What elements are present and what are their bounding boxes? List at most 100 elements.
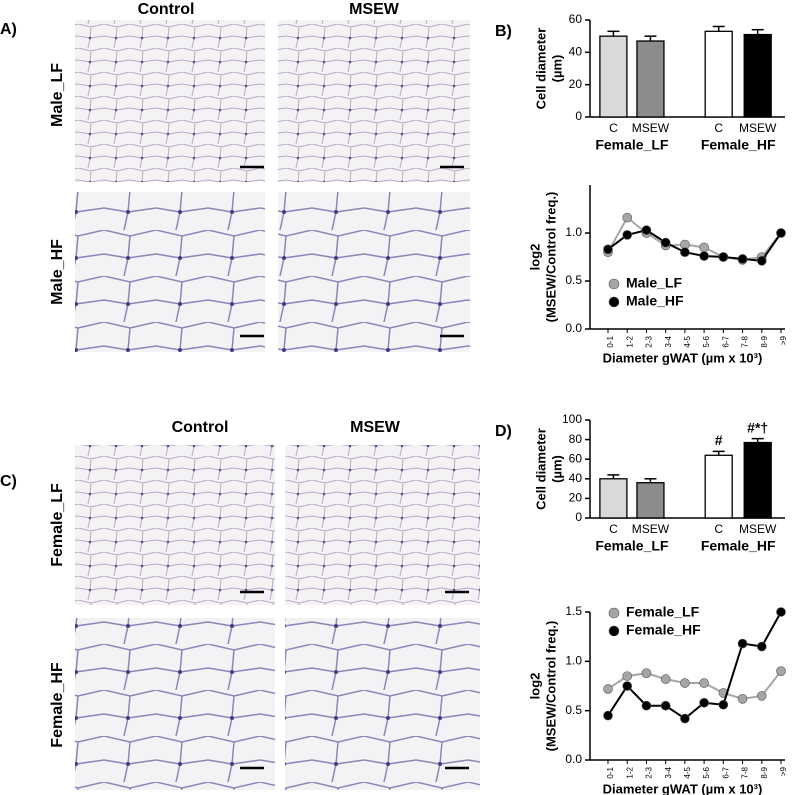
y-tick-label: 100 (562, 412, 582, 426)
y-axis-label: Cell diameter (533, 428, 548, 510)
y-tick-label: 20 (569, 491, 583, 505)
point (737, 254, 748, 264)
legend-marker (608, 296, 620, 308)
point (680, 678, 690, 688)
y-tick-label: 20 (569, 77, 583, 91)
x-tick-label: 2-3 (645, 335, 654, 347)
point (680, 713, 690, 724)
bar (743, 441, 772, 519)
point (603, 710, 613, 721)
y-axis-label: log2 (527, 244, 542, 271)
y-tick-label: 0 (575, 109, 582, 123)
x-tick-label: MSEW (739, 522, 777, 536)
y-tick-label: 60 (569, 12, 583, 26)
point (603, 684, 613, 694)
bar (704, 30, 733, 118)
micrograph (278, 20, 470, 182)
point (622, 681, 633, 691)
point (756, 256, 767, 266)
x-tick-label: MSEW (632, 121, 670, 135)
panel-label: A) (0, 21, 17, 38)
point (699, 678, 709, 688)
x-tick-label: 0-1 (606, 766, 615, 778)
x-tick-label: 8-9 (760, 766, 769, 778)
x-tick-label: C (609, 522, 618, 536)
x-tick-label: 0-1 (606, 335, 615, 347)
panel-label: D) (495, 423, 512, 440)
y-tick-label: 1.0 (565, 654, 582, 668)
column-label: MSEW (350, 419, 401, 436)
legend-label: Female_HF (626, 622, 701, 638)
scale-bar (240, 165, 464, 338)
x-tick-label: C (609, 121, 618, 135)
point (699, 697, 709, 708)
y-axis-label: (µm) (549, 455, 564, 483)
annotation: #*† (747, 419, 768, 435)
point (718, 252, 729, 262)
x-axis-label: Diameter gWAT (µm x 10³) (603, 781, 763, 795)
row-label: Male_HF (49, 239, 66, 305)
point (641, 700, 652, 711)
y-tick-label: 0.0 (565, 752, 582, 766)
series-line (607, 229, 782, 262)
x-tick-label: 5-6 (702, 766, 711, 778)
x-tick-label: 8-9 (760, 335, 769, 347)
legend-label: Female_LF (626, 604, 700, 620)
x-tick-label: 4-5 (683, 766, 692, 778)
annotation: # (715, 432, 723, 448)
panel-label: C) (0, 473, 17, 490)
row-label: Female_HF (49, 662, 66, 748)
legend-label: Male_LF (626, 275, 682, 291)
y-tick-label: 40 (569, 471, 583, 485)
legend-marker (608, 278, 620, 290)
point (718, 699, 729, 710)
point (622, 230, 633, 240)
micrograph (75, 445, 275, 605)
panel-a: A) Control MSEW Male_LF Male_HF (0, 1, 470, 352)
panel-label: B) (495, 23, 512, 40)
point (699, 242, 709, 253)
micrograph (285, 445, 480, 605)
x-tick-label: 3-4 (664, 335, 673, 347)
micrograph (278, 192, 470, 352)
point (680, 247, 690, 257)
point (776, 228, 786, 238)
x-tick-label: C (714, 121, 723, 135)
group-label: Female_LF (595, 137, 669, 153)
point (737, 694, 748, 704)
point (756, 641, 767, 652)
point (737, 638, 748, 649)
point (641, 668, 652, 678)
x-tick-label: 1-2 (625, 335, 634, 347)
x-tick-label: 3-4 (664, 766, 673, 778)
x-tick-label: 6-7 (721, 335, 730, 347)
y-tick-label: 40 (569, 45, 583, 59)
point (660, 700, 671, 711)
series-line (607, 611, 782, 720)
panel-c: C) Control MSEW Female_LF Female_HF (0, 419, 480, 790)
x-tick-label: MSEW (739, 121, 777, 135)
point (776, 666, 786, 677)
x-tick-label: C (714, 522, 723, 536)
point (660, 674, 671, 684)
series-line (607, 670, 782, 700)
x-tick-label: 5-6 (702, 335, 711, 347)
group-label: Female_HF (701, 137, 776, 153)
x-tick-label: >9 (779, 335, 788, 345)
bar (743, 33, 772, 118)
point (641, 225, 652, 235)
point (622, 671, 633, 681)
column-label: MSEW (349, 1, 400, 18)
y-axis-label: log2 (527, 673, 542, 700)
x-axis-label: Diameter gWAT (µm x 10³) (603, 350, 763, 365)
legend-label: Male_HF (626, 293, 684, 309)
x-tick-label: 7-8 (741, 335, 750, 347)
group-label: Female_HF (701, 538, 776, 554)
micrograph (75, 192, 265, 352)
row-label: Male_LF (49, 63, 66, 127)
point (756, 691, 767, 701)
y-tick-label: 0.0 (565, 321, 582, 335)
bar (599, 35, 628, 118)
scale-bar (240, 590, 469, 770)
